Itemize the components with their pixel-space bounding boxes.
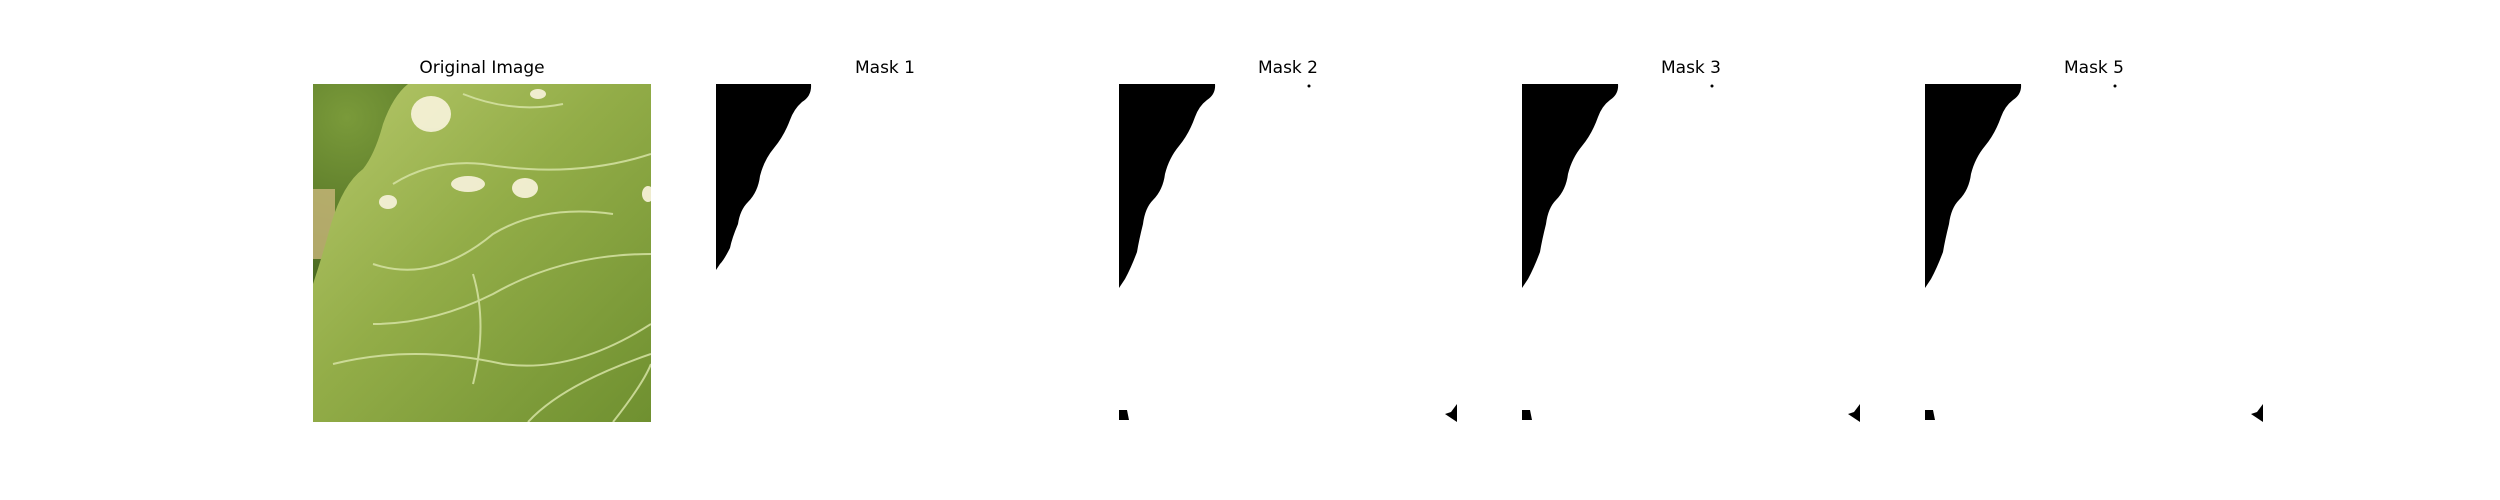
leaf-photo-icon: [313, 84, 651, 422]
panel-title-mask-1: Mask 1: [715, 58, 1055, 78]
panel-title-mask-3: Mask 3: [1521, 58, 1861, 78]
mask-5: [1925, 84, 2263, 422]
original-image: [313, 84, 651, 422]
mask-2: [1119, 84, 1457, 422]
panel-title-original: Original Image: [312, 58, 652, 78]
mask-3: [1522, 84, 1860, 422]
mask-1: [716, 84, 1054, 422]
panel-title-mask-5: Mask 5: [1924, 58, 2264, 78]
panel-title-mask-2: Mask 2: [1118, 58, 1458, 78]
